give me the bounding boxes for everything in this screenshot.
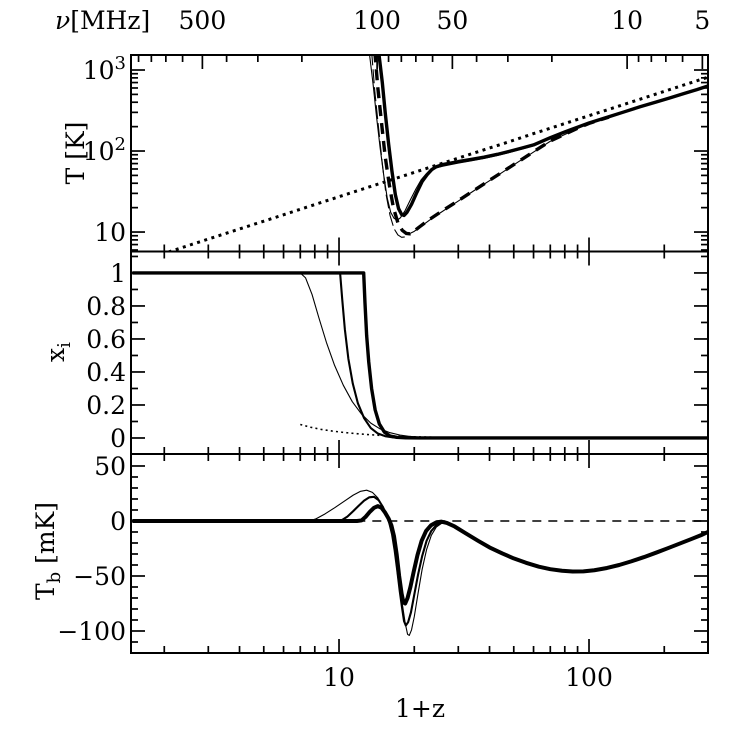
series-brightness-thin-model xyxy=(132,489,447,636)
series-spin-temperature-thick-model xyxy=(377,55,708,218)
x-axis-label: 1+z xyxy=(395,694,445,723)
y-axis-label-brightness-temperature: Tb [mK] xyxy=(31,502,65,600)
y-tick-label-ionized-fraction: 0.4 xyxy=(86,358,126,387)
series-kinetic-temperature-thick-model xyxy=(373,55,610,236)
panel-series-ionized-fraction xyxy=(132,271,708,440)
panel-series-temperature xyxy=(165,55,708,252)
frequency-tick-label: 10 xyxy=(611,6,643,35)
y-tick-label-brightness-temperature: −50 xyxy=(73,562,126,591)
y-axis-label-ionized-fraction: xi xyxy=(41,342,75,362)
panel-frame-ionized-fraction xyxy=(130,250,709,455)
series-ionized-fraction-medium-model xyxy=(132,271,708,439)
y-tick-label-brightness-temperature: −100 xyxy=(57,617,126,646)
y-axis-label-temperature: T [K] xyxy=(61,122,90,185)
y-tick-label-brightness-temperature: 0 xyxy=(110,507,126,536)
frequency-tick-label: 500 xyxy=(179,6,227,35)
y-tick-label-temperature: 103 xyxy=(83,53,126,85)
y-tick-label-brightness-temperature: 50 xyxy=(94,452,126,481)
frequency-tick-label: 5 xyxy=(694,6,710,35)
y-tick-label-ionized-fraction: 0.8 xyxy=(86,292,126,321)
y-tick-label-ionized-fraction: 0.2 xyxy=(86,391,126,420)
y-tick-label-ionized-fraction: 0 xyxy=(110,424,126,453)
y-tick-label-temperature: 10 xyxy=(94,218,126,247)
series-residual-ionization-dotted xyxy=(300,423,708,439)
series-cmb-temperature xyxy=(165,75,708,252)
x-tick-label: 10 xyxy=(323,663,355,692)
y-tick-label-ionized-fraction: 1 xyxy=(110,259,126,288)
series-brightness-medium-model xyxy=(132,495,447,627)
series-brightness-thick-model xyxy=(132,504,708,606)
frequency-tick-label: 50 xyxy=(436,6,468,35)
y-tick-label-temperature: 102 xyxy=(83,134,126,166)
frequency-axis-label: ν[MHz] xyxy=(55,6,150,35)
y-tick-label-ionized-fraction: 0.6 xyxy=(86,325,126,354)
series-ionized-fraction-thick-model xyxy=(132,271,708,440)
panel-series-brightness-temperature xyxy=(132,489,708,636)
panel-frame-temperature xyxy=(130,54,709,253)
frequency-tick-label: 100 xyxy=(353,6,401,35)
series-ionized-fraction-thin-model xyxy=(132,272,708,439)
x-tick-label: 100 xyxy=(565,663,613,692)
